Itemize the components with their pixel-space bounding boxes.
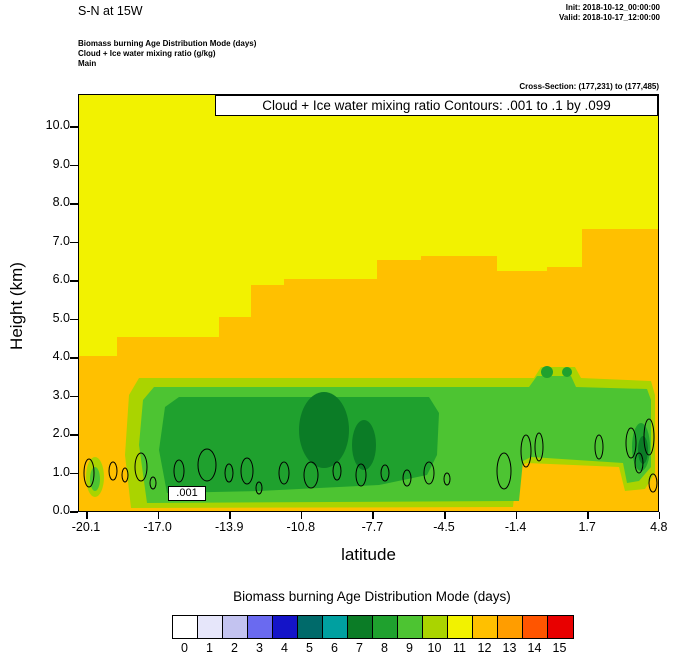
age-7-patch-2 xyxy=(352,420,376,470)
y-tick-mark xyxy=(70,434,78,436)
y-tick-mark xyxy=(70,357,78,359)
y-tick-label: 6.0 xyxy=(52,272,70,286)
colorbar-cell xyxy=(248,616,273,638)
colorbar-tick-label: 15 xyxy=(552,641,567,655)
x-tick-label: -1.4 xyxy=(504,520,527,534)
y-axis-title: Height (km) xyxy=(7,262,26,350)
x-tick-label: -20.1 xyxy=(71,520,101,534)
colorbar-tick-label: 0 xyxy=(181,641,188,655)
colorbar-title: Biomass burning Age Distribution Mode (d… xyxy=(233,589,511,604)
run-times: Init: 2018-10-12_00:00:00 Valid: 2018-10… xyxy=(559,3,660,23)
colorbar-cell xyxy=(523,616,548,638)
age-8-region xyxy=(159,397,439,493)
y-tick-label: 1.0 xyxy=(52,464,70,479)
colorbar-cell xyxy=(323,616,348,638)
y-tick-mark xyxy=(70,395,78,397)
colorbar-cell xyxy=(223,616,248,638)
y-tick-mark xyxy=(70,318,78,320)
colorbar-cell xyxy=(273,616,298,638)
colorbar-tick-label: 7 xyxy=(356,641,363,655)
colorbar-cell xyxy=(298,616,323,638)
x-tick-mark xyxy=(372,512,374,519)
colorbar-tick-label: 2 xyxy=(231,641,238,655)
x-tick-label: -10.8 xyxy=(286,520,316,534)
colorbar-cell xyxy=(498,616,523,638)
colorbar-tick-label: 5 xyxy=(306,641,313,655)
x-tick-mark xyxy=(157,512,160,519)
colorbar-cell xyxy=(473,616,498,638)
colorbar-cell xyxy=(398,616,423,638)
age-8-dot-1 xyxy=(541,366,553,378)
field-legend-line-3: Main xyxy=(78,59,97,68)
y-tick-mark xyxy=(70,472,78,474)
y-tick-label: 4.0 xyxy=(52,349,70,363)
y-tick-mark xyxy=(70,164,78,166)
valid-time: Valid: 2018-10-17_12:00:00 xyxy=(559,13,660,22)
cloud-contour-ellipses xyxy=(83,418,658,495)
x-tick-mark xyxy=(587,512,589,519)
x-tick-label: -13.9 xyxy=(214,520,244,534)
y-tick-label: 7.0 xyxy=(52,233,70,248)
colorbar-tick-label: 9 xyxy=(406,641,413,655)
colorbar-cell xyxy=(373,616,398,638)
y-tick-label: 10.0 xyxy=(45,118,70,132)
field-legend-line-1: Biomass burning Age Distribution Mode (d… xyxy=(78,39,257,48)
colorbar-cell xyxy=(423,616,448,638)
y-tick-mark xyxy=(70,280,78,282)
plot-area: Cloud + Ice water mixing ratio Contours:… xyxy=(78,94,659,512)
colorbar-cell xyxy=(173,616,198,638)
colorbar-tick-label: 4 xyxy=(281,641,288,655)
colorbar-tick-label: 3 xyxy=(256,641,263,655)
y-tick-label: 0.0 xyxy=(52,503,70,517)
colorbar-labels: 0 1 2 3 4 5 6 7 8 9 10 11 12 13 14 15 xyxy=(172,641,572,655)
colorbar xyxy=(172,615,574,639)
age-7-patch-3 xyxy=(638,436,648,464)
colorbar-tick-label: 10 xyxy=(427,641,442,655)
contour-field xyxy=(79,95,658,511)
y-tick-mark xyxy=(70,203,78,205)
colorbar-tick-label: 8 xyxy=(381,641,388,655)
x-tick-mark xyxy=(86,512,88,519)
age-8-dot-2 xyxy=(562,367,572,377)
x-tick-mark xyxy=(300,512,303,519)
colorbar-tick-label: 11 xyxy=(453,641,466,655)
colorbar-tick-label: 13 xyxy=(502,641,517,655)
y-tick-mark xyxy=(70,126,78,128)
colorbar-tick-label: 14 xyxy=(527,641,542,655)
x-tick-label: -4.5 xyxy=(433,520,455,534)
contour-level-label: .001 xyxy=(168,486,206,501)
y-tick-label: 3.0 xyxy=(52,387,70,402)
x-tick-label: 1.7 xyxy=(578,520,596,534)
x-tick-mark xyxy=(658,512,661,519)
y-tick-label: 8.0 xyxy=(52,195,70,209)
contour-info-box: Cloud + Ice water mixing ratio Contours:… xyxy=(215,95,658,116)
age-9-left-blob xyxy=(90,467,100,491)
colorbar-cell xyxy=(448,616,473,638)
y-tick-label: 5.0 xyxy=(52,310,70,325)
y-tick-label: 2.0 xyxy=(52,426,70,440)
y-tick-mark xyxy=(70,511,78,513)
colorbar-cell xyxy=(548,616,573,638)
x-tick-mark xyxy=(444,512,446,519)
x-tick-mark xyxy=(229,512,231,519)
colorbar-tick-label: 1 xyxy=(206,641,213,655)
age-7-patch-1 xyxy=(299,392,349,468)
page-title: S-N at 15W xyxy=(78,4,143,18)
colorbar-cell xyxy=(198,616,223,638)
init-time: Init: 2018-10-12_00:00:00 xyxy=(565,3,660,12)
colorbar-tick-label: 6 xyxy=(331,641,338,655)
field-legend-line-2: Cloud + Ice water mixing ratio (g/kg) xyxy=(78,49,216,58)
x-tick-label: 4.8 xyxy=(650,520,668,534)
x-tick-label: -17.0 xyxy=(143,520,172,534)
colorbar-cell xyxy=(348,616,373,638)
x-tick-mark xyxy=(515,512,518,519)
x-axis-title: latitude xyxy=(341,545,396,564)
colorbar-tick-label: 12 xyxy=(477,641,492,655)
y-tick-mark xyxy=(70,241,78,243)
field-legend: Biomass burning Age Distribution Mode (d… xyxy=(78,39,256,69)
cross-section-label: Cross-Section: (177,231) to (177,485) xyxy=(519,82,659,91)
x-tick-label: -7.7 xyxy=(361,520,384,534)
y-tick-label: 9.0 xyxy=(52,156,70,171)
